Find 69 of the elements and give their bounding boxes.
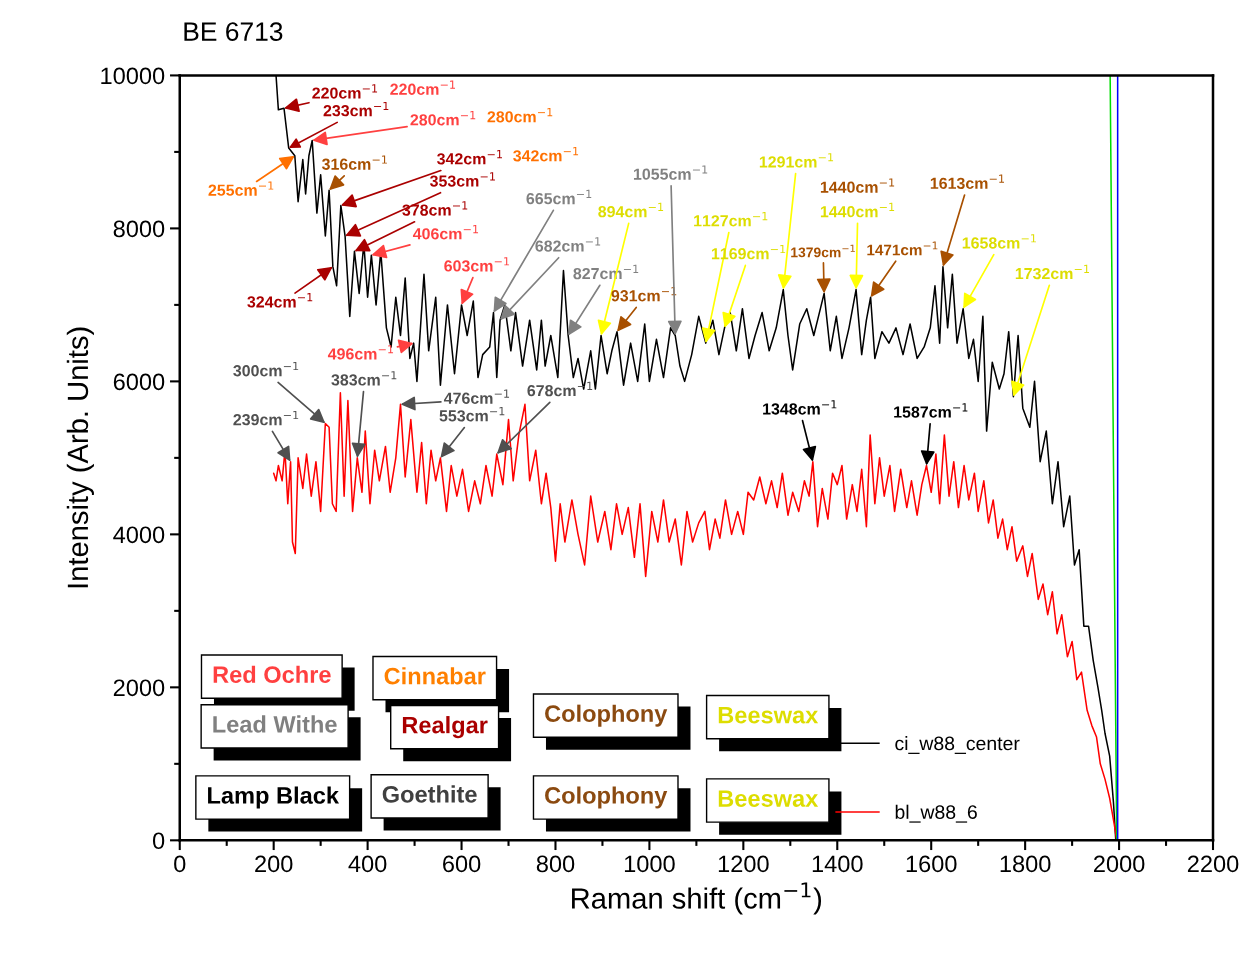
x-tick-label: 800 [536, 855, 575, 873]
annotation: 239cm$^{−1}$ [233, 410, 299, 426]
annotation: 1587cm$^{−1}$ [894, 403, 968, 418]
annotation: 233cm$^{−1}$ [323, 101, 389, 117]
annotation: 1291cm$^{−1}$ [759, 153, 834, 168]
annotation: 553cm$^{−1}$ [439, 407, 505, 422]
annotation: Cinnabar [384, 667, 486, 685]
annotation: Goethite [382, 785, 477, 803]
y-tick-label: 4000 [113, 526, 165, 544]
annotation: Beeswax [718, 790, 819, 807]
annotation: 1055cm$^{−1}$ [633, 165, 708, 180]
annotation: Beeswax [718, 707, 819, 724]
annotation: 931cm$^{−1}$ [611, 287, 677, 302]
annotation: 220cm$^{−1}$ [390, 80, 456, 95]
annotation: 406cm$^{−1}$ [412, 225, 479, 240]
annotation: 1732cm$^{−1}$ [1015, 264, 1090, 280]
x-tick-label: 1200 [718, 855, 769, 873]
x-tick-label: 1000 [624, 855, 675, 873]
x-tick-label: 1600 [906, 855, 957, 873]
y-tick-label: 10000 [101, 67, 165, 85]
annotation: 1440cm$^{−1}$ [820, 178, 895, 193]
x-tick-label: 2000 [1094, 855, 1145, 873]
annotation: 316cm$^{−1}$ [321, 155, 387, 170]
annotation: 255cm$^{−1}$ [208, 181, 274, 196]
annotation: 603cm$^{−1}$ [444, 257, 510, 272]
x-tick-label: 600 [443, 855, 481, 873]
annotation: Colophony [545, 786, 668, 809]
annotation: 665cm$^{−1}$ [526, 189, 592, 205]
annotation: 1658cm$^{−1}$ [962, 234, 1036, 249]
annotation: 1348cm$^{−1}$ [763, 400, 837, 415]
x-tick-label: 1800 [1000, 855, 1051, 873]
annotation: 476cm$^{−1}$ [443, 389, 510, 404]
annotation: 1471cm$^{−1}$ [867, 241, 938, 256]
annotation: Lead Withe [213, 715, 337, 733]
chart-title: BE 6713 [184, 22, 283, 41]
annotation: 383cm$^{−1}$ [331, 371, 397, 386]
annotation: 300cm$^{−1}$ [233, 361, 299, 377]
y-axis-title: Intensity (Arb. Units) [66, 327, 94, 588]
annotation: 342cm$^{−1}$ [513, 147, 579, 162]
annotation: 324cm$^{−1}$ [247, 293, 313, 308]
annotation: 496cm$^{−1}$ [327, 345, 394, 360]
annotation: 1379cm$^{−1}$ [791, 244, 855, 258]
x-tick-label: 1400 [812, 855, 863, 873]
annotation: 1440cm$^{−1}$ [820, 202, 895, 218]
annotation: 280cm$^{−1}$ [410, 111, 476, 126]
y-tick-label: 8000 [113, 220, 165, 238]
y-tick-label: 2000 [113, 679, 165, 697]
x-axis-title: Raman shift (cm$^{−1}$) [572, 882, 822, 915]
annotation: Lamp Black [208, 786, 340, 809]
legend-label: bl_w88_6 [895, 804, 977, 823]
annotation: 894cm$^{−1}$ [598, 202, 664, 218]
annotation: 1613cm$^{−1}$ [930, 174, 1005, 190]
annotation: 378cm$^{−1}$ [402, 201, 468, 216]
x-tick-label: 200 [255, 855, 293, 873]
y-tick-label: 6000 [113, 373, 165, 391]
annotation: 682cm$^{−1}$ [535, 237, 601, 252]
legend-label: ci_w88_center [895, 736, 1020, 754]
annotation: Realgar [402, 716, 488, 739]
annotation: Red Ochre [213, 665, 331, 683]
annotation: 1127cm$^{−1}$ [694, 212, 768, 227]
annotation: 280cm$^{−1}$ [487, 108, 553, 123]
x-tick-label: 0 [174, 855, 186, 873]
x-tick-label: 400 [348, 855, 387, 873]
x-tick-label: 2200 [1187, 855, 1239, 873]
annotation: 342cm$^{−1}$ [437, 150, 502, 165]
annotation: 353cm$^{−1}$ [429, 172, 495, 187]
annotation: Colophony [545, 704, 668, 727]
y-tick-label: 0 [152, 832, 165, 850]
annotation: 220cm$^{−1}$ [312, 84, 378, 99]
